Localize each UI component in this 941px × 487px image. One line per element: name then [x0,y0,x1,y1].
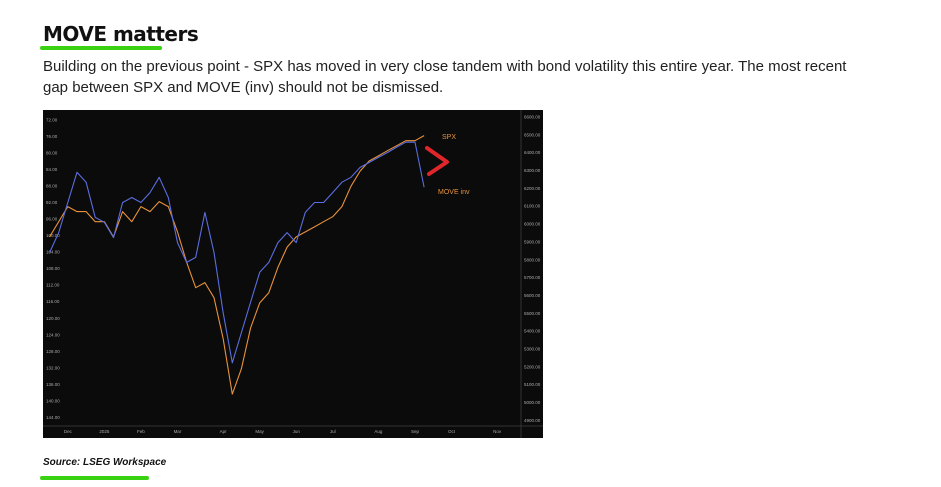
annotation: SPX [442,134,456,141]
heading-underline [40,46,162,50]
y-tick-label: 96.00 [46,217,58,222]
y-tick-label: 144.00 [46,415,60,420]
y2-tick-label: 5300.00 [524,346,541,351]
y-tick-label: 124.00 [46,332,60,337]
y-tick-label: 76.00 [46,134,58,139]
y-tick-label: 92.00 [46,200,58,205]
y2-tick-label: 5800.00 [524,257,541,262]
heading: MOVE matters [43,22,199,46]
y2-tick-label: 6200.00 [524,186,541,191]
y2-tick-label: 5900.00 [524,239,541,244]
y2-tick-label: 5000.00 [524,400,541,405]
x-tick-label: Aug [374,429,383,434]
y-tick-label: 128.00 [46,349,60,354]
y2-tick-label: 5400.00 [524,329,541,334]
y-tick-label: 140.00 [46,398,60,403]
y2-tick-label: 5500.00 [524,311,541,316]
x-tick-label: 2025 [99,429,110,434]
y-tick-label: 80.00 [46,151,58,156]
y2-tick-label: 6000.00 [524,222,541,227]
y2-tick-label: 6400.00 [524,150,541,155]
y2-tick-label: 5700.00 [524,275,541,280]
x-tick-label: Nov [493,429,502,434]
y2-tick-label: 6600.00 [524,115,541,120]
y2-tick-label: 6500.00 [524,132,541,137]
source: Source: LSEG Workspace [43,457,167,468]
y-tick-label: 120.00 [46,316,60,321]
x-tick-label: May [255,429,264,434]
x-tick-label: Jun [293,429,301,434]
x-tick-label: Sep [411,429,420,434]
source-underline [40,476,149,480]
series-line [49,141,425,364]
x-tick-label: Apr [220,429,228,434]
y2-tick-label: 4900.00 [524,418,541,423]
y-tick-label: 136.00 [46,382,60,387]
arrow [425,146,449,176]
x-tick-label: Mar [174,429,182,434]
annotation: MOVE inv [438,189,470,196]
chart: SPX MOVE inv 72.00 76.00 80.00 84.00 88.00 92… [43,110,543,438]
y-tick-label: 132.00 [46,365,60,370]
chart-background [43,110,543,438]
y-tick-label: 108.00 [46,266,60,271]
x-tick-label: Oct [448,429,456,434]
y-tick-label: 104.00 [46,250,60,255]
y-tick-label: 112.00 [46,283,60,288]
y2-tick-label: 5600.00 [524,293,541,298]
paragraph: Building on the previous point - SPX has… [43,58,847,96]
y2-tick-label: 5200.00 [524,364,541,369]
y-tick-label: 100.00 [46,233,60,238]
y-tick-label: 116.00 [46,299,60,304]
y2-tick-label: 6100.00 [524,204,541,209]
y-tick-label: 84.00 [46,167,58,172]
y-tick-label: 72.00 [46,117,58,122]
y-tick-label: 88.00 [46,184,58,189]
y2-tick-label: 6300.00 [524,168,541,173]
x-tick-label: Jul [330,429,336,434]
y2-tick-label: 5100.00 [524,382,541,387]
x-tick-label: Dec [64,429,73,434]
x-tick-label: Feb [137,429,145,434]
